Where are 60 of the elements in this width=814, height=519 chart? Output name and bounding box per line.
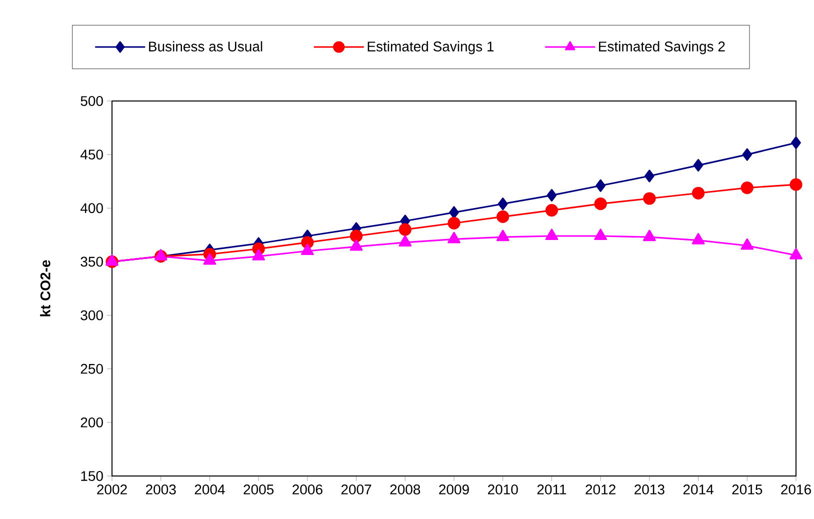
point — [644, 170, 654, 182]
legend-label: Estimated Savings 1 — [368, 41, 494, 54]
point — [398, 235, 412, 246]
x-tick-label: 2002 — [97, 484, 127, 494]
y-tick-label: 350 — [80, 256, 103, 267]
point — [594, 198, 607, 210]
x-tick-label: 2008 — [390, 484, 420, 494]
point — [693, 158, 704, 172]
x-tick-label: 2007 — [341, 484, 372, 494]
x-tick-label: 2004 — [194, 484, 225, 494]
point — [790, 248, 802, 260]
point — [791, 136, 801, 150]
point — [496, 230, 510, 242]
y-tick-label: 300 — [80, 310, 103, 320]
x-tick-label: 2016 — [781, 484, 811, 494]
y-tick-label: 450 — [80, 150, 103, 160]
point — [398, 223, 412, 236]
point — [545, 228, 558, 240]
point — [643, 192, 656, 205]
point — [350, 230, 363, 242]
x-tick-label: 2013 — [634, 484, 664, 494]
x-tick-label: 2014 — [683, 484, 714, 494]
x-tick-label: 2005 — [244, 484, 274, 494]
y-tick-label: 200 — [80, 417, 103, 428]
point — [742, 148, 752, 161]
point — [692, 186, 705, 200]
x-tick-label: 2015 — [732, 484, 762, 494]
point — [740, 238, 754, 250]
y-tick-label: 500 — [80, 96, 103, 106]
legend-label: Estimated Savings 2 — [599, 41, 725, 54]
point — [448, 216, 460, 230]
point — [545, 204, 558, 217]
x-tick-label: 2010 — [488, 484, 518, 494]
point — [790, 178, 802, 191]
x-tick-label: 2012 — [586, 484, 616, 494]
legend-label: Business as Usual — [149, 41, 262, 52]
y-tick-label: 400 — [80, 203, 103, 214]
point — [448, 232, 460, 244]
x-tick-label: 2009 — [439, 484, 469, 494]
x-tick-label: 2003 — [146, 484, 176, 494]
point — [449, 206, 459, 219]
point — [301, 244, 314, 256]
point — [154, 249, 168, 260]
point — [692, 232, 705, 244]
point — [498, 198, 508, 210]
point — [252, 249, 266, 260]
x-tick-label: 2006 — [292, 484, 322, 494]
point — [596, 179, 606, 192]
y-tick-label: 250 — [80, 364, 103, 374]
point — [643, 230, 656, 242]
point — [106, 254, 118, 266]
y-axis-title: kt CO2-e — [40, 260, 50, 316]
point — [350, 239, 363, 251]
point — [546, 188, 557, 202]
point — [203, 253, 216, 265]
point — [594, 228, 608, 240]
point — [740, 181, 754, 194]
x-tick-label: 2011 — [537, 484, 566, 494]
point — [496, 210, 510, 224]
y-tick-label: 150 — [81, 471, 103, 481]
